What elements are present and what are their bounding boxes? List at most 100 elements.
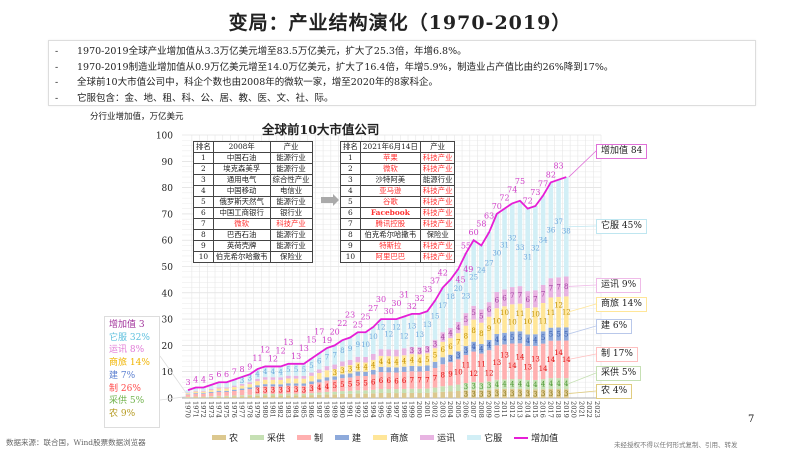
- bar-segment-label: 3: [518, 390, 522, 398]
- legend-swatch: [250, 435, 265, 440]
- bar-segment-制: [417, 371, 422, 389]
- rank-cell: 7: [193, 218, 214, 230]
- bar-segment-label: 3: [479, 391, 483, 399]
- x-tick-label: 2007: [469, 401, 477, 418]
- bar-segment-采供: [363, 390, 368, 394]
- bar-segment-建: [448, 354, 453, 363]
- callout-share-item: 采供 5%: [109, 396, 145, 407]
- bar-segment-它服: [486, 231, 492, 303]
- bar-segment-它服: [332, 345, 337, 365]
- x-tick-label: 2019: [562, 401, 570, 418]
- x-tick-label: 1984: [292, 401, 300, 418]
- bar-segment-它服: [293, 363, 299, 376]
- bar-segment-运讯: [517, 286, 523, 304]
- table-header-row: 排名 2021年6月14日 产业: [340, 141, 456, 153]
- total-value-label: 23: [345, 311, 355, 320]
- bar-segment-制: [316, 382, 322, 393]
- bar-segment-制: [239, 390, 245, 396]
- bar-segment-商旅: [386, 356, 392, 368]
- bar-segment-商旅: [270, 379, 276, 385]
- bar-segment-运讯: [455, 321, 461, 334]
- bar-segment-农: [556, 389, 561, 398]
- bar-segment-label: 4: [518, 380, 523, 388]
- bullet-item: - 全球前10大市值公司中，科企个数也由2008年的微软一家，增至2020年的8家…: [49, 75, 755, 91]
- bar-segment-label: 4: [255, 370, 260, 378]
- chart-legend: 农 采供 制 建 商旅 运讯 它服 增加值: [212, 431, 558, 444]
- bar-segment-采供: [486, 381, 492, 390]
- x-tick-label: 2016: [539, 401, 547, 418]
- bar-segment-运讯: [533, 290, 538, 308]
- bar-segment-商旅: [378, 355, 384, 367]
- bar-segment-建: [494, 334, 500, 346]
- legend-swatch: [297, 435, 312, 440]
- industry-cell: 能源行业: [269, 163, 313, 175]
- bar-segment-运讯: [363, 356, 368, 363]
- bar-segment-它服: [347, 337, 353, 360]
- bar-segment-商旅: [216, 388, 222, 391]
- bar-segment-制: [486, 350, 492, 382]
- bar-segment-制: [448, 362, 453, 386]
- bar-segment-label: 17: [438, 302, 447, 310]
- table-row: 7 腾讯控股 科技产业: [340, 218, 456, 230]
- callout-leader: [568, 372, 597, 385]
- x-tick-label: 2002: [431, 401, 439, 418]
- bar-segment-制: [270, 386, 276, 394]
- bar-segment-label: 5: [309, 362, 313, 370]
- bar-segment-运讯: [247, 382, 253, 385]
- company-cell: 俄罗斯天然气: [212, 196, 271, 208]
- total-value-label: 12: [268, 354, 278, 363]
- total-value-label: 37: [430, 277, 440, 286]
- bar-segment-农: [479, 390, 484, 398]
- bar-segment-label: 33: [515, 244, 524, 252]
- bar-segment-它服: [232, 379, 237, 386]
- bar-segment-运讯: [293, 375, 299, 379]
- legend-item-增加值: 增加值: [514, 431, 558, 444]
- x-tick-label: 1971: [191, 401, 199, 418]
- bar-segment-农: [193, 397, 199, 398]
- bullet-marker: -: [55, 61, 59, 73]
- bar-segment-它服: [494, 213, 500, 293]
- bar-segment-建: [533, 334, 538, 346]
- bar-segment-采供: [471, 381, 476, 390]
- bar-segment-农: [533, 389, 538, 398]
- callout-leader: [568, 390, 597, 394]
- company-cell: 通用电气: [212, 174, 271, 186]
- total-value-label: 17: [314, 327, 324, 336]
- bar-segment-label: 36: [546, 227, 555, 235]
- bar-segment-商旅: [332, 368, 337, 377]
- bar-segment-农: [355, 393, 361, 398]
- bar-segment-label: 6: [379, 377, 384, 385]
- bar-segment-label: 5: [564, 330, 568, 338]
- y-tick-label: 70: [162, 210, 174, 220]
- bar-segment-采供: [247, 394, 253, 397]
- bar-segment-运讯: [425, 345, 430, 354]
- bar-segment-商旅: [440, 341, 446, 358]
- bar-segment-label: 5: [302, 366, 306, 374]
- callout-share-item: 农 9%: [109, 408, 136, 419]
- bullet-text: 1970-2019全球产业增加值从3.3万亿美元增至83.5万亿美元，扩大了25…: [77, 46, 467, 57]
- industry-cell: 能源行业: [269, 240, 313, 252]
- legend-item-农: 农: [212, 431, 238, 444]
- bar-segment-运讯: [525, 291, 530, 308]
- bar-segment-商旅: [239, 385, 245, 389]
- x-tick-label: 2011: [500, 401, 508, 418]
- bar-segment-采供: [378, 388, 384, 393]
- bar-segment-label: 5: [556, 331, 560, 339]
- bar-segment-农: [455, 391, 461, 398]
- x-tick-label: 2021: [577, 401, 585, 418]
- bar-segment-建: [509, 331, 515, 344]
- total-value-label: 13: [291, 352, 301, 361]
- bar-segment-label: 20: [454, 285, 463, 293]
- bar-segment-制: [309, 384, 314, 394]
- callout-share-item: 建 7%: [109, 370, 136, 381]
- y-tick-label: 90: [162, 158, 174, 168]
- bar-segment-采供: [440, 386, 446, 392]
- bar-segment-运讯: [286, 375, 291, 379]
- bar-segment-制: [509, 343, 515, 380]
- bar-segment-制: [370, 374, 376, 390]
- bar-segment-label: 5: [479, 313, 483, 321]
- bar-segment-label: 3: [294, 386, 298, 394]
- bar-segment-商旅: [224, 388, 229, 391]
- bar-segment-建: [455, 351, 461, 360]
- bar-segment-运讯: [471, 305, 476, 320]
